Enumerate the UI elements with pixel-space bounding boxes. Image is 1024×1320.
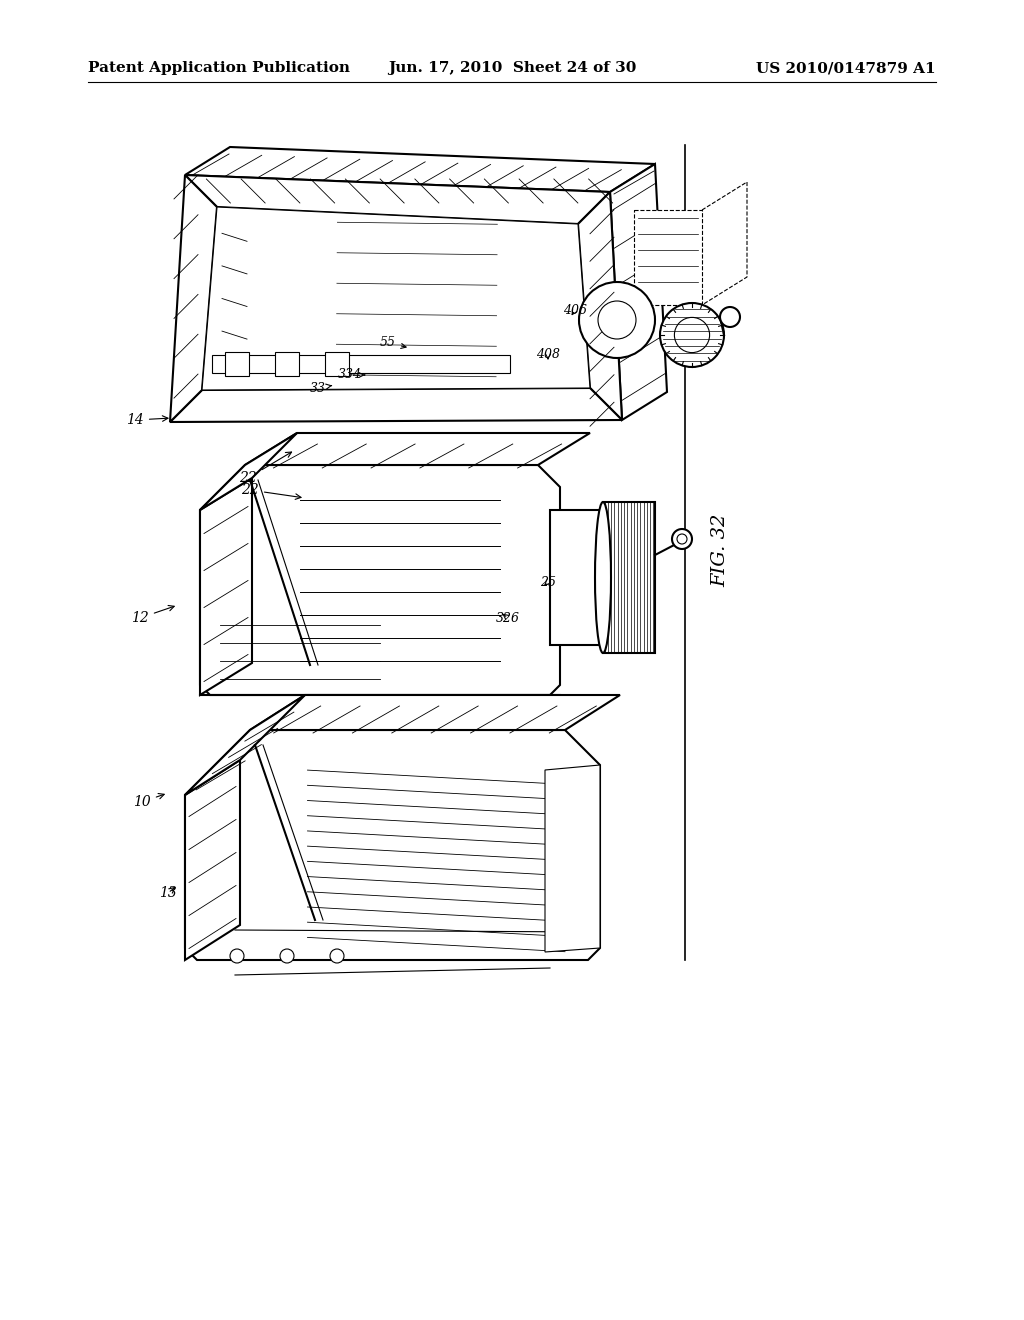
Polygon shape	[250, 696, 620, 730]
Circle shape	[720, 308, 740, 327]
Text: 22: 22	[241, 483, 301, 499]
Ellipse shape	[595, 502, 611, 653]
Polygon shape	[200, 433, 297, 510]
Text: Patent Application Publication: Patent Application Publication	[88, 61, 350, 75]
Text: 10: 10	[133, 793, 164, 809]
Text: 14: 14	[126, 413, 168, 426]
Polygon shape	[634, 210, 702, 305]
Text: 334: 334	[338, 368, 365, 381]
Polygon shape	[545, 766, 600, 952]
Polygon shape	[202, 207, 590, 389]
Polygon shape	[275, 352, 299, 376]
Text: 12: 12	[131, 606, 174, 624]
Text: 326: 326	[496, 611, 520, 624]
Polygon shape	[170, 388, 622, 422]
Circle shape	[675, 317, 710, 352]
Polygon shape	[185, 147, 655, 191]
Text: 408: 408	[536, 348, 560, 362]
Polygon shape	[212, 355, 510, 374]
Text: 406: 406	[563, 304, 587, 317]
Text: US 2010/0147879 A1: US 2010/0147879 A1	[757, 61, 936, 75]
Text: 13: 13	[159, 886, 177, 900]
Polygon shape	[610, 164, 667, 420]
Polygon shape	[185, 760, 240, 960]
Polygon shape	[603, 502, 655, 653]
Text: 22: 22	[240, 451, 292, 484]
Polygon shape	[200, 478, 252, 696]
Text: 55: 55	[380, 337, 407, 350]
Polygon shape	[185, 730, 600, 960]
Circle shape	[598, 301, 636, 339]
Polygon shape	[170, 176, 217, 422]
Polygon shape	[325, 352, 349, 376]
Text: 25: 25	[540, 576, 556, 589]
Circle shape	[230, 949, 244, 964]
Circle shape	[280, 949, 294, 964]
Text: Jun. 17, 2010  Sheet 24 of 30: Jun. 17, 2010 Sheet 24 of 30	[388, 61, 636, 75]
Polygon shape	[550, 510, 608, 645]
Polygon shape	[185, 176, 610, 224]
Polygon shape	[702, 182, 746, 305]
Polygon shape	[245, 433, 590, 465]
Text: 33: 33	[310, 381, 332, 395]
Circle shape	[579, 282, 655, 358]
Polygon shape	[578, 191, 622, 420]
Circle shape	[330, 949, 344, 964]
Text: FIG. 32: FIG. 32	[711, 513, 729, 586]
Polygon shape	[185, 696, 305, 795]
Polygon shape	[200, 465, 560, 696]
Circle shape	[672, 529, 692, 549]
Circle shape	[677, 535, 687, 544]
Polygon shape	[225, 352, 249, 376]
Circle shape	[660, 304, 724, 367]
